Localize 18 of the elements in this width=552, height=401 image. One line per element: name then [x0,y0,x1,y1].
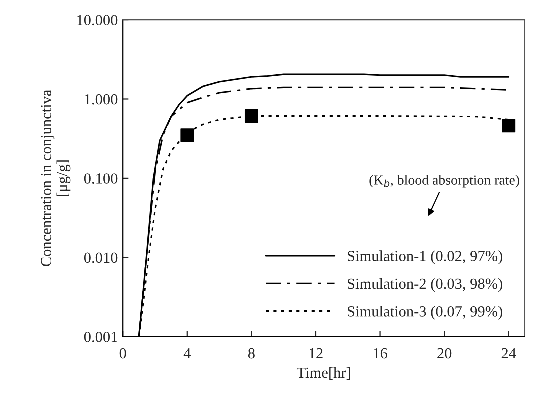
annotation: (K$_{b}$, blood absorption rate) [370,175,520,188]
x-tick-label: 24 [502,348,516,359]
legend-label: Simulation-3 (0.07, 99%) [348,306,502,320]
y-tick-label: 10.000 [78,15,118,26]
x-tick-label: 0 [120,348,126,359]
x-tick-label: 12 [310,348,323,359]
y-tick-label: 0.001 [84,332,118,342]
x-tick-label: 16 [374,348,388,359]
y-tick-label: 0.010 [84,252,118,264]
y-axis-title: Concentration in conjunctiva [μg/g] [41,90,71,266]
x-tick-label: 8 [248,348,255,359]
y-tick-label: 0.100 [84,174,118,184]
x-tick-label: 4 [184,348,191,359]
legend-label: Simulation-1 (0.02, 97%) [348,250,502,265]
x-axis-title: Time[hr] [297,367,350,380]
x-tick-label: 20 [438,348,452,359]
legend-label: Simulation-2 (0.03, 98%) [348,278,502,292]
y-tick-label: 1.000 [85,94,118,105]
